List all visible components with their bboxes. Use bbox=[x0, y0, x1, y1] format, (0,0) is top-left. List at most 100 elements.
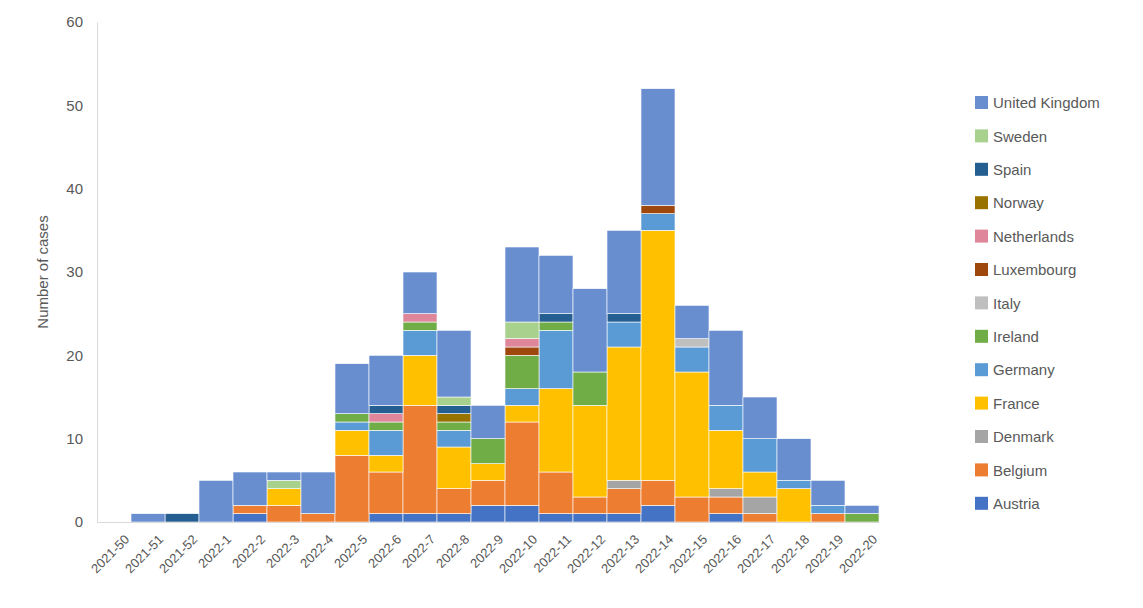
bar-segment bbox=[777, 489, 811, 522]
y-tick-label: 60 bbox=[66, 13, 83, 30]
bar-segment bbox=[165, 513, 199, 514]
bar-segment bbox=[675, 497, 709, 522]
bar-segment bbox=[607, 322, 641, 347]
bar-segment bbox=[369, 514, 403, 522]
bar-segment bbox=[573, 289, 607, 372]
bar-segment bbox=[437, 489, 471, 514]
bar-segment bbox=[165, 513, 199, 514]
chart: 01020304050602021-502021-512021-522022-1… bbox=[0, 0, 1143, 608]
bar-segment bbox=[471, 439, 505, 464]
bar-segment bbox=[403, 514, 437, 522]
bar-segment bbox=[709, 330, 743, 405]
bar-segment bbox=[437, 422, 471, 430]
legend-item: Norway bbox=[975, 194, 1044, 211]
bar-segment bbox=[845, 505, 879, 513]
bar-segment bbox=[403, 355, 437, 405]
bar-segment bbox=[675, 347, 709, 372]
bar-segment bbox=[743, 439, 777, 472]
legend-swatch bbox=[975, 163, 988, 176]
bar-segment bbox=[437, 447, 471, 489]
bar-segment bbox=[641, 214, 675, 231]
y-tick: 20 bbox=[66, 347, 97, 364]
bar-segment bbox=[97, 522, 131, 523]
legend-item: Spain bbox=[975, 161, 1031, 178]
bar-segment bbox=[97, 522, 131, 523]
bar-segment bbox=[335, 455, 369, 522]
legend-swatch bbox=[975, 497, 988, 510]
bar-segment bbox=[267, 505, 301, 522]
bar-segment bbox=[471, 405, 505, 438]
y-axis-title: Number of cases bbox=[34, 215, 51, 328]
bar-segment bbox=[97, 522, 131, 523]
legend-label: France bbox=[993, 395, 1040, 412]
bar-segment bbox=[505, 347, 539, 355]
legend-label: Luxembourg bbox=[993, 261, 1076, 278]
bar-segment bbox=[539, 514, 573, 522]
bar-segment bbox=[743, 497, 777, 514]
bar-segment bbox=[97, 522, 131, 523]
legend-label: United Kingdom bbox=[993, 94, 1100, 111]
x-tick-label: 2022-2 bbox=[229, 532, 268, 571]
legend: United Kingdom Sweden Spain Norway Netherlan… bbox=[975, 94, 1100, 512]
bar-segment bbox=[403, 272, 437, 314]
y-tick: 40 bbox=[66, 180, 97, 197]
y-tick-label: 0 bbox=[75, 513, 83, 530]
legend-item: Sweden bbox=[975, 128, 1047, 145]
bar-segment bbox=[539, 330, 573, 388]
bar-segment bbox=[505, 355, 539, 388]
bar-segment bbox=[369, 414, 403, 422]
legend-item: France bbox=[975, 395, 1040, 412]
bar-segment bbox=[335, 364, 369, 414]
bar-segment bbox=[607, 489, 641, 514]
bar-segment bbox=[437, 430, 471, 447]
bar-segment bbox=[743, 472, 777, 497]
bar-segment bbox=[539, 389, 573, 472]
bar-segment bbox=[97, 522, 131, 523]
bar-segment bbox=[505, 339, 539, 347]
x-tick-label: 2022-10 bbox=[496, 532, 540, 576]
legend-swatch bbox=[975, 129, 988, 142]
bar-segment bbox=[233, 472, 267, 505]
legend-item: Belgium bbox=[975, 462, 1047, 479]
bar-segment bbox=[369, 455, 403, 472]
x-tick-label: 2022-8 bbox=[433, 532, 472, 571]
legend-swatch bbox=[975, 430, 988, 443]
y-tick-label: 10 bbox=[66, 430, 83, 447]
x-tick: 2022-3 bbox=[263, 522, 302, 571]
bar-segment bbox=[165, 514, 199, 522]
bar-segment bbox=[267, 480, 301, 488]
x-tick-label: 2022-20 bbox=[836, 532, 880, 576]
legend-label: Spain bbox=[993, 161, 1031, 178]
legend-label: Belgium bbox=[993, 462, 1047, 479]
bar-segment bbox=[539, 314, 573, 322]
legend-swatch bbox=[975, 196, 988, 209]
legend-label: Denmark bbox=[993, 428, 1054, 445]
legend-swatch bbox=[975, 397, 988, 410]
bar-segment bbox=[743, 514, 777, 522]
y-tick: 0 bbox=[75, 513, 97, 530]
y-axis: 0102030405060 bbox=[66, 13, 97, 530]
bar-segment bbox=[607, 314, 641, 322]
bar-segment bbox=[369, 472, 403, 514]
bar-segment bbox=[403, 405, 437, 513]
bar-segment bbox=[505, 389, 539, 406]
bar-segment bbox=[811, 480, 845, 505]
bar-segment bbox=[471, 464, 505, 481]
bars bbox=[131, 89, 879, 522]
y-tick-label: 40 bbox=[66, 180, 83, 197]
bar-segment bbox=[607, 347, 641, 480]
x-tick: 2022-8 bbox=[433, 522, 472, 571]
bar-segment bbox=[97, 522, 131, 523]
legend-label: Netherlands bbox=[993, 228, 1074, 245]
x-tick: 2021-52 bbox=[156, 522, 200, 576]
x-tick-label: 2022-3 bbox=[263, 532, 302, 571]
bar-segment bbox=[199, 480, 233, 522]
bar-segment bbox=[607, 514, 641, 522]
legend-item: Italy bbox=[975, 295, 1021, 312]
legend-swatch bbox=[975, 363, 988, 376]
bar-segment bbox=[267, 472, 301, 480]
bar-segment bbox=[335, 422, 369, 430]
bar-segment bbox=[505, 322, 539, 339]
y-tick: 30 bbox=[66, 263, 97, 280]
bar-segment bbox=[97, 522, 131, 523]
